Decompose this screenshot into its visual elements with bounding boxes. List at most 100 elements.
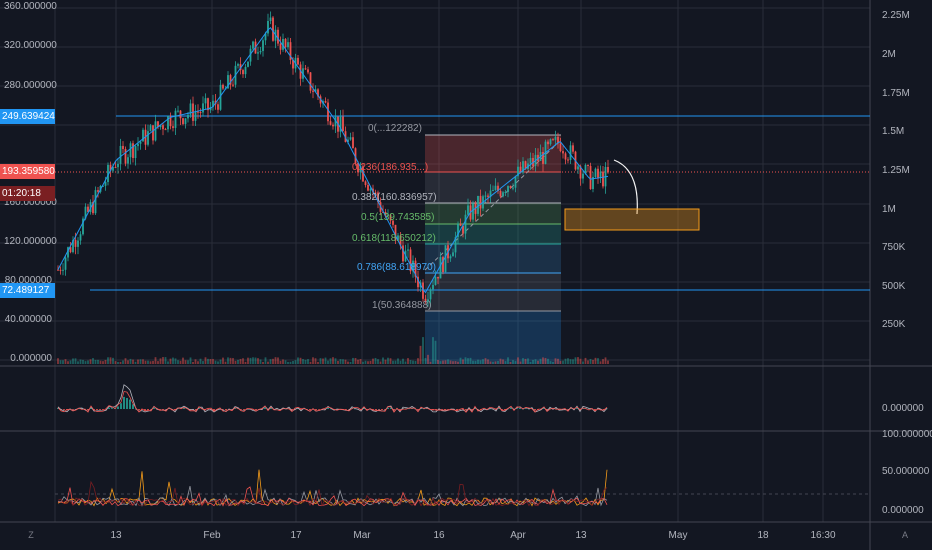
candle-body (284, 38, 287, 48)
candle-body (307, 69, 309, 73)
volume-bar (187, 360, 189, 364)
volume-bar (509, 361, 512, 364)
volume-bar (462, 359, 464, 364)
macd-histogram-bar (102, 409, 104, 410)
macd-histogram-bar (384, 409, 386, 410)
volume-bar (447, 359, 449, 364)
candle-body (227, 75, 229, 89)
fib-label-1: 1(50.364888) (372, 300, 432, 311)
target-box[interactable] (564, 208, 700, 231)
candle-body (407, 249, 409, 251)
candle-body (449, 256, 452, 259)
macd-histogram-bar (126, 397, 128, 409)
candle-body (394, 224, 397, 241)
candle-body (147, 131, 149, 145)
price-tag-upper-line[interactable]: 249.639424 (0, 109, 55, 124)
volume-bar (102, 361, 104, 364)
candle-body (567, 159, 569, 161)
candle-body (119, 145, 122, 164)
candle-body (512, 187, 514, 189)
macd-histogram-bar (471, 409, 473, 411)
macd-histogram-bar (195, 409, 197, 411)
volume-bar (549, 361, 552, 364)
macd-histogram-bar (264, 407, 266, 409)
volume-bar (257, 358, 259, 364)
volume-bar (79, 359, 82, 364)
projection-arrow[interactable] (613, 159, 638, 215)
volume-bar (427, 354, 429, 364)
candle-body (347, 139, 349, 143)
volume-bar (459, 357, 462, 364)
candle-body (452, 252, 454, 257)
volume-bar (597, 358, 599, 364)
volume-bar (274, 357, 277, 364)
candle-body (272, 17, 274, 41)
candle-body (189, 103, 192, 115)
price-tag-lower-line[interactable]: 72.489127 (0, 283, 55, 298)
volume-bar (497, 360, 499, 364)
candle-body (222, 84, 224, 89)
candle-body (169, 116, 172, 127)
candle-body (479, 195, 482, 209)
candle-body (162, 125, 164, 130)
candle-body (362, 166, 364, 182)
candle-body (562, 151, 564, 154)
candle-body (607, 166, 609, 173)
volume-axis-label: 500K (882, 281, 906, 292)
candle-countdown: 01:20:18 (0, 186, 55, 201)
fib-label-0618: 0.618(118.650212) (352, 233, 436, 244)
macd-histogram-bar (129, 399, 131, 409)
time-axis-label: 16:30 (810, 530, 836, 541)
zoom-icon[interactable]: Z (28, 530, 34, 540)
volume-axis-label: 1.25M (882, 165, 910, 176)
candle-body (104, 182, 107, 186)
macd-histogram-bar (210, 409, 212, 410)
volume-axis-label: 2.25M (882, 10, 910, 21)
macd-histogram-bar (567, 409, 569, 410)
macd-histogram-bar (87, 409, 89, 411)
candle-body (489, 190, 492, 197)
candle-body (329, 121, 332, 125)
fib-retracement[interactable] (424, 134, 562, 364)
macd-histogram-bar (306, 409, 308, 410)
price-tag-current[interactable]: 193.359580 (0, 164, 55, 179)
candle-body (564, 153, 567, 160)
volume-bar (127, 360, 129, 364)
candle-body (524, 161, 527, 169)
macd-histogram-bar (402, 408, 404, 409)
volume-bar (87, 360, 89, 364)
candle-body (87, 206, 89, 212)
macd-histogram-bar (99, 409, 101, 410)
macd-histogram-bar (120, 403, 122, 409)
candle-body (537, 154, 539, 161)
volume-bar (277, 357, 279, 364)
volume-bar (342, 359, 344, 364)
volume-bar (469, 357, 472, 364)
candle-body (467, 205, 469, 215)
macd-histogram-bar (57, 407, 59, 409)
time-axis-label: 13 (110, 530, 122, 541)
volume-bar (404, 361, 407, 364)
macd-histogram-bar (165, 409, 167, 410)
volume-bar (132, 359, 134, 364)
volume-bar (307, 359, 309, 364)
auto-scale-icon[interactable]: A (901, 530, 908, 540)
volume-bar (372, 358, 374, 364)
macd-histogram-bar (297, 408, 299, 409)
candle-body (492, 190, 494, 192)
macd-histogram-bar (456, 409, 458, 411)
candle-body (229, 75, 232, 85)
candle-body (382, 211, 384, 213)
candle-body (367, 184, 369, 191)
candle-body (587, 164, 589, 166)
volume-bar (522, 358, 524, 364)
candle-body (154, 121, 157, 141)
candle-body (259, 51, 262, 53)
volume-bar (362, 361, 364, 364)
volume-bar (219, 359, 222, 364)
macd-histogram-bar (105, 409, 107, 410)
volume-bar (119, 361, 122, 364)
macd-histogram-bar (363, 408, 365, 409)
volume-bar (544, 357, 547, 364)
